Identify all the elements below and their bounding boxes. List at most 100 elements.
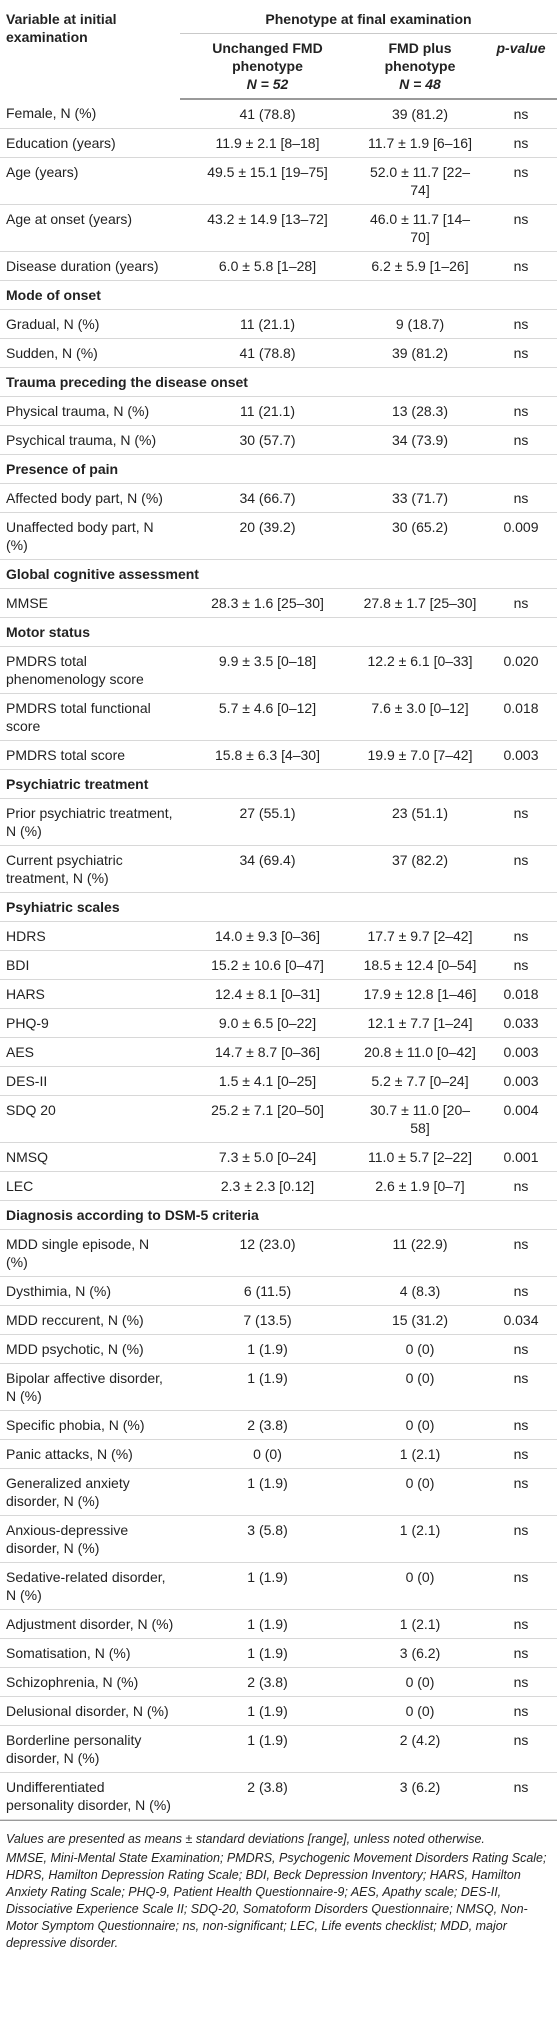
fmd-plus-value: 2 (4.2) xyxy=(355,1725,485,1773)
section-label: Mode of onset xyxy=(0,280,557,310)
unchanged-fmd-value: 20 (39.2) xyxy=(180,512,355,560)
unchanged-fmd-value: 14.7 ± 8.7 [0–36] xyxy=(180,1037,355,1067)
unchanged-fmd-header: Unchanged FMD phenotype N = 52 xyxy=(180,33,355,100)
p-value: 0.018 xyxy=(485,979,557,1009)
fmd-plus-value: 11.0 ± 5.7 [2–22] xyxy=(355,1142,485,1172)
row-label: Age at onset (years) xyxy=(0,204,180,252)
fmd-plus-value: 39 (81.2) xyxy=(355,99,485,129)
fmd-plus-value: 0 (0) xyxy=(355,1363,485,1411)
table-row: Generalized anxiety disorder, N (%) 1 (1.… xyxy=(0,1468,557,1516)
row-label: Current psychiatric treatment, N (%) xyxy=(0,845,180,893)
fmd-plus-value: 30 (65.2) xyxy=(355,512,485,560)
row-label: SDQ 20 xyxy=(0,1095,180,1143)
table-row: MDD reccurent, N (%) 7 (13.5) 15 (31.2) 0.0… xyxy=(0,1305,557,1335)
row-label: PMDRS total functional score xyxy=(0,693,180,741)
unchanged-fmd-value: 43.2 ± 14.9 [13–72] xyxy=(180,204,355,252)
table-row: MDD psychotic, N (%) 1 (1.9) 0 (0) ns xyxy=(0,1334,557,1364)
unchanged-fmd-value: 7.3 ± 5.0 [0–24] xyxy=(180,1142,355,1172)
fmd-plus-title: FMD plus phenotype xyxy=(384,40,456,74)
unchanged-fmd-value: 15.8 ± 6.3 [4–30] xyxy=(180,740,355,770)
p-value: 0.003 xyxy=(485,1037,557,1067)
unchanged-fmd-value: 9.9 ± 3.5 [0–18] xyxy=(180,646,355,694)
p-value: ns xyxy=(485,1363,557,1411)
table-row: Bipolar affective disorder, N (%) 1 (1.9)… xyxy=(0,1363,557,1411)
row-label: PMDRS total phenomenology score xyxy=(0,646,180,694)
table-row: BDI 15.2 ± 10.6 [0–47] 18.5 ± 12.4 [0–54] n… xyxy=(0,950,557,980)
row-label: Unaffected body part, N (%) xyxy=(0,512,180,560)
p-value: ns xyxy=(485,1696,557,1726)
row-label: MMSE xyxy=(0,588,180,618)
p-value: ns xyxy=(485,309,557,339)
p-value-header: p-value xyxy=(485,33,557,100)
p-value: ns xyxy=(485,251,557,281)
row-label: Bipolar affective disorder, N (%) xyxy=(0,1363,180,1411)
row-label: Disease duration (years) xyxy=(0,251,180,281)
table-row: DES-II 1.5 ± 4.1 [0–25] 5.2 ± 7.7 [0–24] 0.… xyxy=(0,1066,557,1096)
p-value: ns xyxy=(485,1468,557,1516)
fmd-plus-value: 0 (0) xyxy=(355,1410,485,1440)
p-value: 0.001 xyxy=(485,1142,557,1172)
table-row: AES 14.7 ± 8.7 [0–36] 20.8 ± 11.0 [0–42] 0.… xyxy=(0,1037,557,1067)
unchanged-fmd-value: 2 (3.8) xyxy=(180,1667,355,1697)
p-value: ns xyxy=(485,1562,557,1610)
fmd-plus-value: 7.6 ± 3.0 [0–12] xyxy=(355,693,485,741)
row-label: Education (years) xyxy=(0,128,180,158)
table-row: Borderline personality disorder, N (%) 1 … xyxy=(0,1725,557,1773)
row-label: PHQ-9 xyxy=(0,1008,180,1038)
table-row: PMDRS total score 15.8 ± 6.3 [4–30] 19.9 ±… xyxy=(0,740,557,770)
fmd-plus-value: 17.7 ± 9.7 [2–42] xyxy=(355,921,485,951)
fmd-plus-value: 6.2 ± 5.9 [1–26] xyxy=(355,251,485,281)
p-value: ns xyxy=(485,798,557,846)
p-value: ns xyxy=(485,396,557,426)
p-value: ns xyxy=(485,1609,557,1639)
fmd-plus-value: 1 (2.1) xyxy=(355,1609,485,1639)
unchanged-fmd-value: 2 (3.8) xyxy=(180,1410,355,1440)
section-label: Global cognitive assessment xyxy=(0,559,557,589)
unchanged-fmd-value: 0 (0) xyxy=(180,1439,355,1469)
fmd-plus-value: 15 (31.2) xyxy=(355,1305,485,1335)
row-label: Delusional disorder, N (%) xyxy=(0,1696,180,1726)
p-value: 0.004 xyxy=(485,1095,557,1143)
fmd-plus-value: 13 (28.3) xyxy=(355,396,485,426)
table-row: SDQ 20 25.2 ± 7.1 [20–50] 30.7 ± 11.0 [20–… xyxy=(0,1095,557,1143)
unchanged-fmd-value: 41 (78.8) xyxy=(180,338,355,368)
row-label: Schizophrenia, N (%) xyxy=(0,1667,180,1697)
fmd-plus-value: 3 (6.2) xyxy=(355,1638,485,1668)
section-row: Psychiatric treatment xyxy=(0,769,557,799)
section-row: Presence of pain xyxy=(0,454,557,484)
unchanged-fmd-n: N = 52 xyxy=(246,76,289,92)
fmd-plus-value: 12.2 ± 6.1 [0–33] xyxy=(355,646,485,694)
fmd-plus-value: 12.1 ± 7.7 [1–24] xyxy=(355,1008,485,1038)
section-row: Motor status xyxy=(0,617,557,647)
fmd-plus-value: 1 (2.1) xyxy=(355,1439,485,1469)
table-row: Undifferentiated personality disorder, N… xyxy=(0,1772,557,1820)
unchanged-fmd-value: 1 (1.9) xyxy=(180,1468,355,1516)
p-value: ns xyxy=(485,1410,557,1440)
fmd-plus-value: 0 (0) xyxy=(355,1667,485,1697)
fmd-plus-value: 0 (0) xyxy=(355,1562,485,1610)
row-label: NMSQ xyxy=(0,1142,180,1172)
row-label: PMDRS total score xyxy=(0,740,180,770)
table-row: Somatisation, N (%) 1 (1.9) 3 (6.2) ns xyxy=(0,1638,557,1668)
unchanged-fmd-value: 14.0 ± 9.3 [0–36] xyxy=(180,921,355,951)
p-value: ns xyxy=(485,157,557,205)
p-value: 0.003 xyxy=(485,1066,557,1096)
p-value: ns xyxy=(485,128,557,158)
fmd-plus-value: 37 (82.2) xyxy=(355,845,485,893)
fmd-plus-n: N = 48 xyxy=(399,76,441,92)
unchanged-fmd-value: 25.2 ± 7.1 [20–50] xyxy=(180,1095,355,1143)
fmd-plus-value: 30.7 ± 11.0 [20–58] xyxy=(355,1095,485,1143)
unchanged-fmd-value: 5.7 ± 4.6 [0–12] xyxy=(180,693,355,741)
p-value: 0.033 xyxy=(485,1008,557,1038)
p-value: 0.009 xyxy=(485,512,557,560)
table-row: HARS 12.4 ± 8.1 [0–31] 17.9 ± 12.8 [1–46] 0… xyxy=(0,979,557,1009)
section-row: Psyhiatric scales xyxy=(0,892,557,922)
row-label: Panic attacks, N (%) xyxy=(0,1439,180,1469)
table-body: Female, N (%) 41 (78.8) 39 (81.2) ns Educati… xyxy=(0,99,557,1820)
unchanged-fmd-value: 15.2 ± 10.6 [0–47] xyxy=(180,950,355,980)
row-label: Somatisation, N (%) xyxy=(0,1638,180,1668)
table-row: Anxious-depressive disorder, N (%) 3 (5.8… xyxy=(0,1515,557,1563)
table-row: Psychical trauma, N (%) 30 (57.7) 34 (73.9… xyxy=(0,425,557,455)
section-label: Presence of pain xyxy=(0,454,557,484)
fmd-plus-value: 52.0 ± 11.7 [22–74] xyxy=(355,157,485,205)
